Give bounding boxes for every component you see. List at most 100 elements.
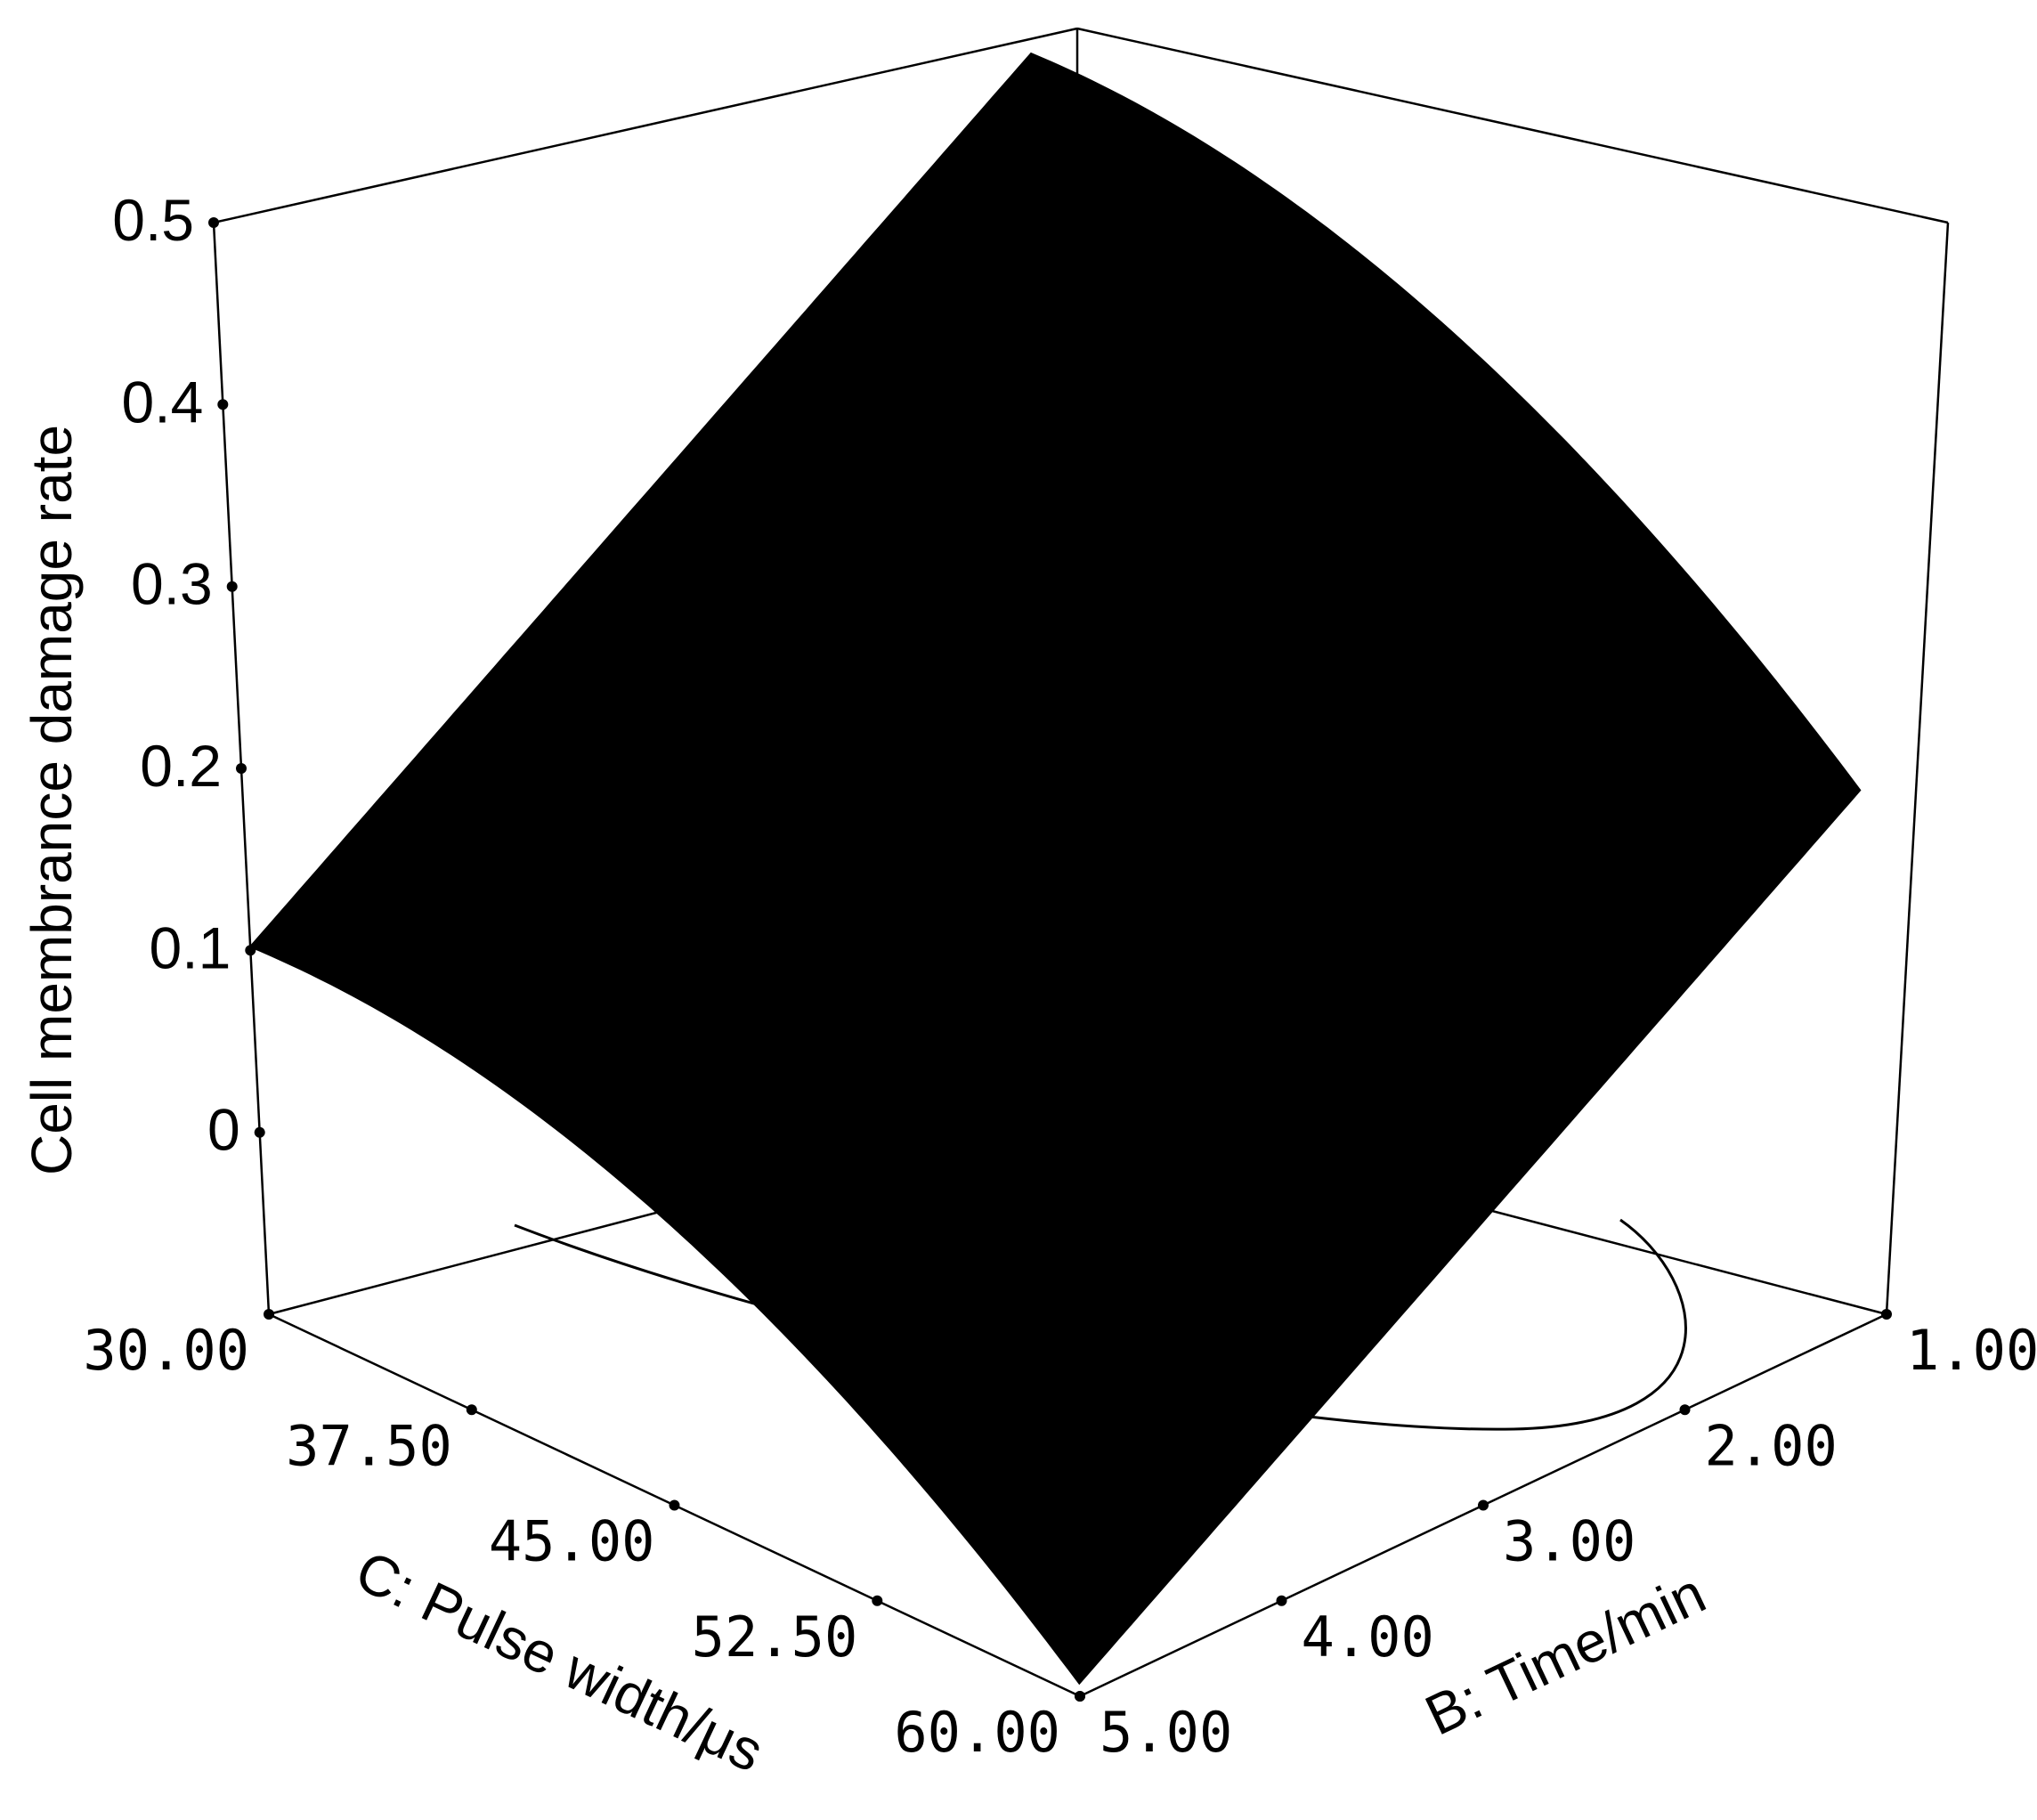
surface-mesh-line — [484, 678, 1314, 1417]
surface-mesh-line — [823, 291, 1652, 1029]
surface-mesh-line — [627, 514, 1457, 1253]
right-vertical-edge — [1885, 222, 1950, 1315]
z-tick-label: 0.2 — [140, 733, 222, 799]
surface-mesh-line — [783, 336, 1613, 1074]
z-tick-mark — [208, 217, 219, 228]
surface-mesh-line — [614, 529, 1444, 1267]
surface-mesh-line — [966, 645, 1748, 1540]
surface-mesh-line — [277, 64, 1059, 959]
surface-mesh-line — [1022, 716, 1805, 1610]
surface-mesh-line — [480, 180, 1262, 1075]
y-axis-title: B: Time/min — [1416, 1561, 1715, 1748]
surface-mesh-line — [900, 201, 1731, 940]
x-tick-label: 52.50 — [692, 1605, 858, 1670]
surface-mesh-line — [432, 737, 1262, 1475]
surface-mesh-line — [770, 351, 1601, 1089]
surface-mesh-line — [812, 469, 1594, 1364]
surface-mesh-line — [692, 440, 1522, 1178]
surface-mesh-line — [341, 841, 1171, 1580]
surface-mesh-line — [576, 251, 1359, 1146]
y-tick-mark — [1478, 1499, 1489, 1511]
surface-mesh-line — [328, 857, 1158, 1595]
surface-mesh-line — [953, 142, 1782, 881]
surface-mesh-line — [458, 708, 1288, 1446]
z-tick-mark — [217, 399, 229, 410]
surface-mesh-line — [507, 199, 1290, 1094]
z-tick-label: 0 — [207, 1097, 240, 1163]
surface-mesh-line — [345, 97, 1126, 992]
surface-mesh-line — [418, 752, 1249, 1491]
surface-mesh-line — [965, 127, 1796, 865]
surface-mesh-line — [840, 500, 1622, 1394]
surface-mesh-line — [758, 365, 1587, 1103]
z-tick-mark — [245, 945, 256, 956]
surface-mesh-line — [380, 797, 1210, 1535]
surface-mesh-line — [1078, 790, 1861, 1685]
surface-mesh-line — [770, 427, 1552, 1321]
surface-mesh-line — [796, 321, 1627, 1059]
y-tick-mark — [1679, 1404, 1691, 1416]
surface-mesh-line — [330, 91, 1113, 985]
surface-fill — [248, 52, 1862, 1686]
surface-mesh-line — [978, 112, 1809, 850]
y-axis-ticks: 1.00 2.00 3.00 4.00 5.00 — [1075, 1309, 2037, 1765]
surface-mesh-line — [549, 604, 1379, 1342]
top-left-edge — [213, 27, 1078, 224]
x-axis-ticks: 30.00 37.50 45.00 52.50 60.00 — [83, 1309, 1085, 1765]
surface-mesh-line — [728, 386, 1511, 1280]
surface-mesh-line — [588, 559, 1418, 1297]
x-tick-label: 45.00 — [489, 1509, 655, 1574]
surface-mesh-line — [618, 285, 1400, 1180]
surface-mesh-line — [263, 59, 1045, 954]
surface-mesh-line — [445, 723, 1275, 1461]
surface-mesh-line — [249, 946, 1080, 1685]
surface-mesh-line — [645, 309, 1427, 1204]
surface-mesh-line — [744, 380, 1575, 1118]
surface-mesh-line — [653, 484, 1483, 1223]
y-tick-label: 3.00 — [1503, 1509, 1635, 1574]
x-tick-label: 30.00 — [83, 1318, 249, 1383]
surface-mesh-line — [393, 782, 1223, 1521]
x-tick-mark — [669, 1499, 680, 1511]
surface-mesh-line — [604, 273, 1386, 1168]
surface-mesh-line — [854, 515, 1635, 1410]
z-tick-label: 0.5 — [112, 187, 194, 253]
x-tick-mark — [466, 1404, 477, 1416]
surface-mesh-line — [825, 484, 1608, 1379]
z-tick-label: 0.1 — [150, 914, 231, 980]
y-tick-mark — [1075, 1691, 1085, 1702]
z-tick-mark — [236, 763, 247, 774]
surface-mesh-line — [467, 171, 1249, 1066]
z-axis-title: Cell membrance damage rate — [20, 425, 84, 1175]
surface-mesh-line — [522, 209, 1303, 1104]
x-tick-label: 37.50 — [286, 1413, 452, 1478]
surface-mesh-line — [861, 246, 1692, 985]
surface-mesh-line — [1018, 68, 1847, 806]
surface-mesh-line — [367, 812, 1197, 1550]
surface-mesh-line — [640, 500, 1471, 1238]
surface-mesh-line — [731, 395, 1562, 1133]
surface-mesh-line — [575, 573, 1406, 1312]
z-tick-mark — [226, 581, 238, 592]
surface-mesh-line — [705, 425, 1536, 1163]
surface-mesh-line — [979, 662, 1762, 1557]
y-tick-mark — [1881, 1309, 1892, 1320]
surface-mesh-line — [673, 333, 1455, 1228]
y-tick-label: 4.00 — [1302, 1605, 1434, 1670]
y-tick-mark — [1276, 1595, 1287, 1606]
surface-mesh-line — [701, 359, 1482, 1254]
z-tick-mark — [254, 1126, 265, 1138]
surface-mesh-line — [783, 441, 1566, 1336]
surface-mesh-line — [1004, 83, 1835, 821]
surface-mesh-line — [1036, 734, 1818, 1629]
surface-mesh-line — [601, 544, 1432, 1282]
y-tick-label: 5.00 — [1100, 1700, 1232, 1765]
surface-mesh-line — [874, 232, 1705, 970]
surface-mesh-line — [848, 261, 1678, 999]
surface-mesh-line — [510, 648, 1340, 1386]
surface-mesh-line — [913, 187, 1744, 925]
surface-mesh-line — [835, 276, 1666, 1014]
surface-mesh-line — [494, 190, 1277, 1085]
